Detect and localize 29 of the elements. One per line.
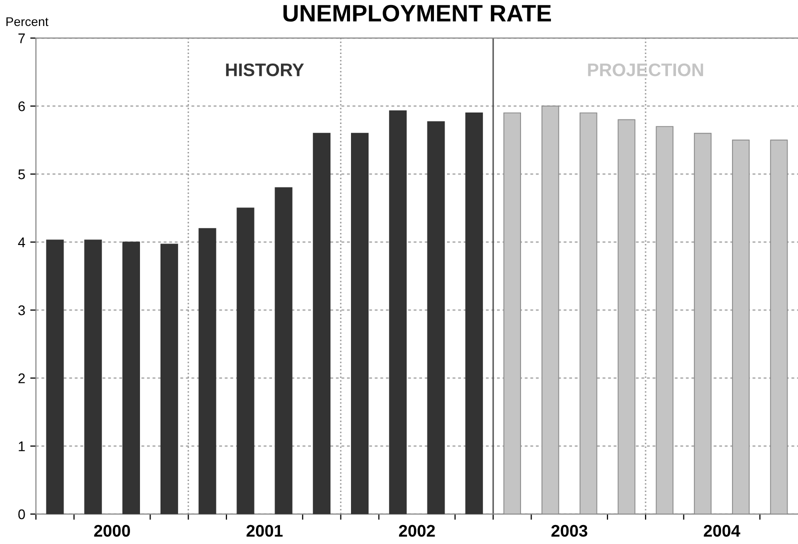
- y-axis-title: Percent: [6, 17, 48, 26]
- bar: [274, 187, 292, 514]
- bar: [84, 240, 102, 514]
- bar: [427, 121, 445, 514]
- y-tick-label: 1: [18, 442, 25, 452]
- x-tick-label: 2000: [94, 524, 130, 537]
- text: HISTORY: [226, 63, 304, 76]
- bar: [389, 110, 407, 514]
- y-tick-label: 3: [18, 305, 25, 316]
- chart-title: UNEMPLOYMENT RATE: [283, 4, 551, 22]
- y-tick-label: 7: [18, 34, 25, 44]
- bar: [465, 112, 483, 514]
- bar: [236, 208, 254, 514]
- bar: [198, 228, 216, 514]
- x-tick-label: 2004: [704, 524, 740, 537]
- y-tick-label: 5: [18, 170, 25, 180]
- y-tick-label: 4: [18, 238, 26, 248]
- y-tick-label: 6: [18, 101, 25, 112]
- bar: [312, 132, 330, 514]
- bar: [350, 132, 369, 514]
- bar: [160, 244, 178, 514]
- y-tick-label: 2: [18, 373, 25, 384]
- text: PROJECTION: [588, 63, 704, 76]
- x-tick-label: 2003: [551, 524, 588, 537]
- bar: [122, 242, 140, 514]
- x-tick-label: 2001: [246, 524, 283, 537]
- x-tick-label: 2002: [398, 524, 435, 537]
- y-tick-label: 0: [18, 509, 25, 520]
- bar: [46, 240, 64, 514]
